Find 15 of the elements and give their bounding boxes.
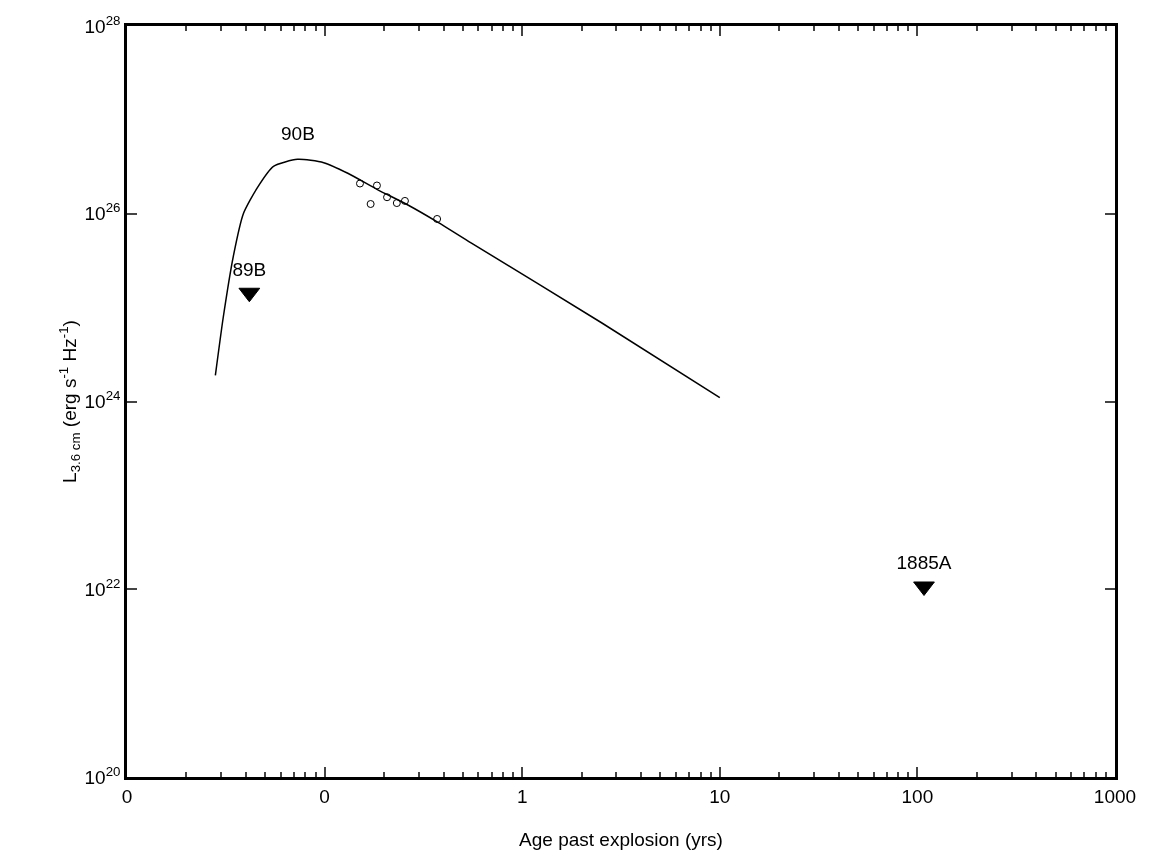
y-tick-label: 10$^{28}$ — [84, 12, 121, 37]
y-tick-label: 10$^{20}$ — [84, 763, 121, 788]
series-label: 89B — [232, 258, 267, 280]
series-label: 90B — [281, 123, 315, 144]
x-axis-title: Age past explosion (yrs) — [519, 828, 723, 850]
x-tick-label: 1000 — [1093, 785, 1137, 807]
x-tick-label: 0 — [319, 785, 330, 807]
x-tick-label: 100 — [901, 785, 934, 807]
y-tick-label: 10$^{24}$ — [84, 388, 121, 413]
y-tick-label: 10$^{26}$ — [84, 200, 121, 225]
x-tick-label: 1 — [516, 785, 528, 807]
x-tick-label: 10 — [709, 785, 731, 807]
x-tick-label: 0 — [121, 785, 133, 807]
y-tick-label: 10$^{22}$ — [84, 575, 121, 600]
series-label: 1885A — [896, 552, 952, 574]
